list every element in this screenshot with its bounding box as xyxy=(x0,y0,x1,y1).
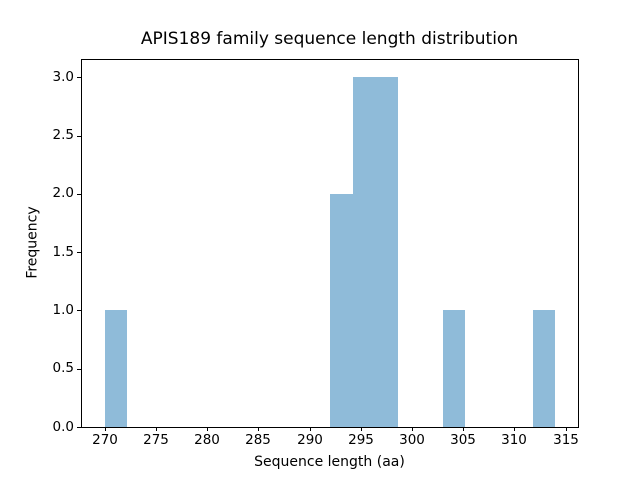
y-tick-label: 2.0 xyxy=(52,185,74,201)
histogram-bar xyxy=(375,77,398,427)
x-tick-label: 310 xyxy=(501,432,527,448)
y-tick-label: 3.0 xyxy=(52,69,74,85)
x-tick-label: 275 xyxy=(143,432,169,448)
x-tick-label: 280 xyxy=(194,432,220,448)
histogram-bar xyxy=(353,77,375,427)
x-tick-label: 290 xyxy=(297,432,323,448)
histogram-bar xyxy=(105,310,127,427)
y-tick-label: 0.0 xyxy=(52,419,74,435)
x-tick-label: 305 xyxy=(450,432,476,448)
x-tick-label: 300 xyxy=(399,432,425,448)
histogram-bar xyxy=(443,310,465,427)
x-axis-label: Sequence length (aa) xyxy=(254,454,405,470)
bars-layer xyxy=(82,60,578,427)
histogram-bar xyxy=(330,194,353,427)
y-tick-label: 2.5 xyxy=(52,127,74,143)
plot-area xyxy=(81,59,579,428)
histogram-bar xyxy=(533,310,555,427)
x-tick-label: 315 xyxy=(553,432,579,448)
y-axis-label: Frequency xyxy=(24,206,41,279)
y-tick-label: 0.5 xyxy=(52,360,74,376)
y-tick-label: 1.0 xyxy=(52,302,74,318)
x-tick-label: 270 xyxy=(92,432,118,448)
x-tick-label: 285 xyxy=(245,432,271,448)
x-tick-label: 295 xyxy=(348,432,374,448)
chart-title: APIS189 family sequence length distribut… xyxy=(140,29,519,49)
y-tick-label: 1.5 xyxy=(52,244,74,260)
